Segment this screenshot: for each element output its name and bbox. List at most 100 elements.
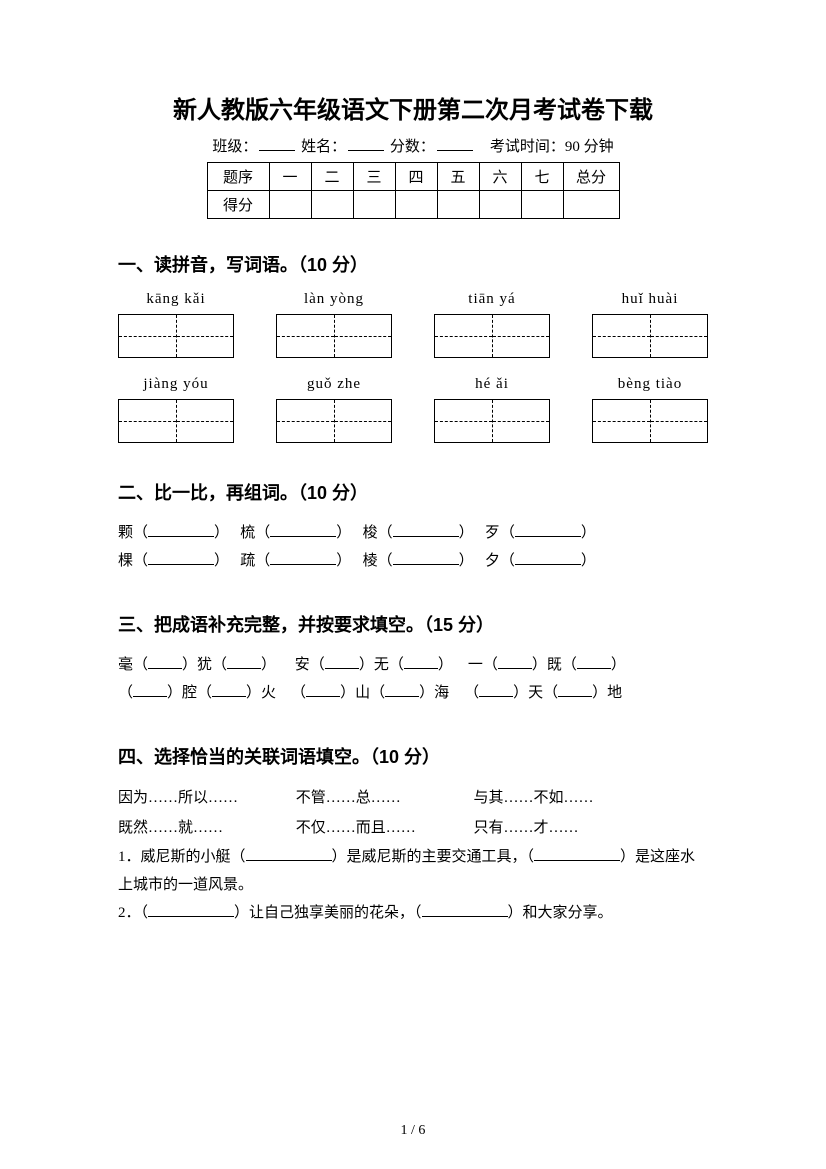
blank[interactable] bbox=[133, 696, 167, 697]
pinyin-label: jiàng yóu bbox=[118, 376, 234, 393]
blank[interactable] bbox=[325, 668, 359, 669]
th-7: 七 bbox=[521, 163, 563, 191]
s2-line-1: 颗（） 梳（） 梭（） 歹（） bbox=[118, 519, 708, 547]
blank[interactable] bbox=[212, 696, 246, 697]
opt: 因为……所以…… bbox=[118, 783, 292, 813]
blank[interactable] bbox=[515, 536, 581, 537]
t: 颗（ bbox=[118, 525, 148, 541]
info-line: 班级： 姓名： 分数： 考试时间：90 分钟 bbox=[118, 135, 708, 156]
blank[interactable] bbox=[227, 668, 261, 669]
char-box[interactable] bbox=[276, 399, 392, 443]
t: 1．威尼斯的小艇（ bbox=[118, 849, 246, 865]
cell-1[interactable] bbox=[269, 191, 311, 219]
s3-heading: 三、把成语补充完整，并按要求填空。（15 分） bbox=[118, 611, 708, 637]
t: 棱（ bbox=[363, 553, 393, 569]
t: ）犹（ bbox=[182, 657, 227, 673]
t: ）是威尼斯的主要交通工具，（ bbox=[332, 849, 535, 865]
blank[interactable] bbox=[246, 860, 332, 861]
blank[interactable] bbox=[148, 668, 182, 669]
blank[interactable] bbox=[270, 536, 336, 537]
score-label: 分数： bbox=[390, 139, 435, 155]
s3-line-1: 毫（）犹（） 安（）无（） 一（）既（） bbox=[118, 651, 708, 679]
blank[interactable] bbox=[393, 564, 459, 565]
th-3: 三 bbox=[353, 163, 395, 191]
blank[interactable] bbox=[404, 668, 438, 669]
char-box[interactable] bbox=[434, 314, 550, 358]
t: ） bbox=[261, 657, 276, 673]
t: 疏（ bbox=[240, 553, 270, 569]
blank[interactable] bbox=[515, 564, 581, 565]
blank[interactable] bbox=[422, 916, 508, 917]
t: ）天（ bbox=[513, 685, 558, 701]
pinyin-col: làn yòng bbox=[276, 291, 392, 358]
class-blank[interactable] bbox=[259, 150, 295, 151]
blank[interactable] bbox=[148, 916, 234, 917]
pinyin-col: huǐ huài bbox=[592, 291, 708, 358]
t: ） bbox=[438, 657, 453, 673]
cell-2[interactable] bbox=[311, 191, 353, 219]
blank[interactable] bbox=[534, 860, 620, 861]
t: 棵（ bbox=[118, 553, 148, 569]
t: ）地 bbox=[592, 685, 622, 701]
t: ） bbox=[581, 553, 596, 569]
blank[interactable] bbox=[558, 696, 592, 697]
th-4: 四 bbox=[395, 163, 437, 191]
th-1: 一 bbox=[269, 163, 311, 191]
s4-q1: 1．威尼斯的小艇（）是威尼斯的主要交通工具，（）是这座水上城市的一道风景。 bbox=[118, 843, 708, 899]
section-2: 二、比一比，再组词。（10 分） 颗（） 梳（） 梭（） 歹（） 棵（） 疏（）… bbox=[118, 479, 708, 575]
score-input-row: 得分 bbox=[207, 191, 619, 219]
blank[interactable] bbox=[498, 668, 532, 669]
cell-7[interactable] bbox=[521, 191, 563, 219]
pinyin-col: bèng tiào bbox=[592, 376, 708, 443]
pinyin-label: kāng kǎi bbox=[118, 291, 234, 308]
cell-3[interactable] bbox=[353, 191, 395, 219]
s4-q2: 2．（）让自己独享美丽的花朵，（）和大家分享。 bbox=[118, 899, 708, 927]
s1-heading: 一、读拼音，写词语。（10 分） bbox=[118, 251, 708, 277]
cell-total[interactable] bbox=[563, 191, 619, 219]
class-label: 班级： bbox=[212, 139, 257, 155]
time-label: 考试时间：90 分钟 bbox=[490, 139, 614, 155]
cell-4[interactable] bbox=[395, 191, 437, 219]
opt: 与其……不如…… bbox=[474, 783, 648, 813]
char-box[interactable] bbox=[118, 314, 234, 358]
pinyin-col: jiàng yóu bbox=[118, 376, 234, 443]
t: ）山（ bbox=[340, 685, 385, 701]
t: ）让自己独享美丽的花朵，（ bbox=[234, 905, 422, 921]
blank[interactable] bbox=[306, 696, 340, 697]
blank[interactable] bbox=[385, 696, 419, 697]
t: 梳（ bbox=[240, 525, 270, 541]
th-2: 二 bbox=[311, 163, 353, 191]
name-label: 姓名： bbox=[301, 139, 346, 155]
score-header-row: 题序 一 二 三 四 五 六 七 总分 bbox=[207, 163, 619, 191]
blank[interactable] bbox=[148, 536, 214, 537]
opt: 不仅……而且…… bbox=[296, 813, 470, 843]
cell-5[interactable] bbox=[437, 191, 479, 219]
t: ） bbox=[336, 525, 351, 541]
blank[interactable] bbox=[148, 564, 214, 565]
pinyin-label: làn yòng bbox=[276, 291, 392, 308]
t: ） bbox=[336, 553, 351, 569]
blank[interactable] bbox=[577, 668, 611, 669]
char-box[interactable] bbox=[434, 399, 550, 443]
score-table: 题序 一 二 三 四 五 六 七 总分 得分 bbox=[207, 162, 620, 219]
name-blank[interactable] bbox=[348, 150, 384, 151]
char-box[interactable] bbox=[592, 314, 708, 358]
opt: 不管……总…… bbox=[296, 783, 470, 813]
char-box[interactable] bbox=[592, 399, 708, 443]
char-box[interactable] bbox=[276, 314, 392, 358]
row-label: 得分 bbox=[207, 191, 269, 219]
blank[interactable] bbox=[270, 564, 336, 565]
page-number: 1 / 6 bbox=[0, 1123, 826, 1139]
blank[interactable] bbox=[479, 696, 513, 697]
t: ）既（ bbox=[532, 657, 577, 673]
t: 毫（ bbox=[118, 657, 148, 673]
t: ） bbox=[459, 525, 474, 541]
pinyin-label: huǐ huài bbox=[592, 291, 708, 308]
pinyin-col: guǒ zhe bbox=[276, 376, 392, 443]
t: ） bbox=[581, 525, 596, 541]
blank[interactable] bbox=[393, 536, 459, 537]
cell-6[interactable] bbox=[479, 191, 521, 219]
th-5: 五 bbox=[437, 163, 479, 191]
score-blank[interactable] bbox=[437, 150, 473, 151]
char-box[interactable] bbox=[118, 399, 234, 443]
